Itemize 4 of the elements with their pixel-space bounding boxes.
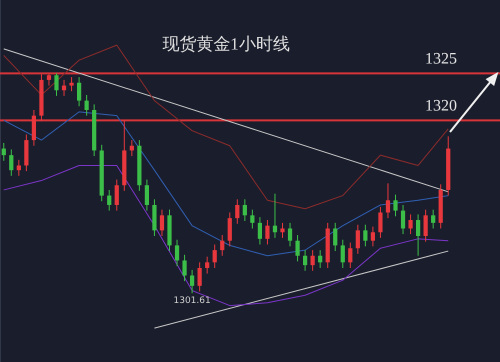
text: 现货黄金1小时线 xyxy=(162,34,290,54)
ref-line-label: 1320 xyxy=(425,98,457,115)
annotation: 1301.61 xyxy=(173,296,211,306)
ref-line-label: 1325 xyxy=(425,50,457,68)
